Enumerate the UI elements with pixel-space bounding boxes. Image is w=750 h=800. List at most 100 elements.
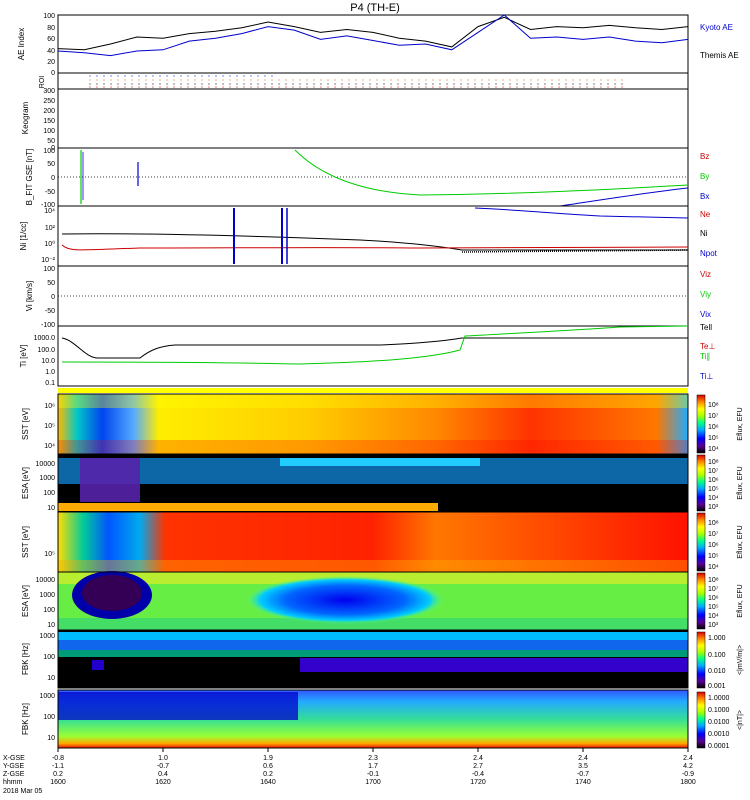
cbar-tick: 10⁵	[708, 486, 719, 493]
ae-legend-kyoto: Kyoto AE	[700, 23, 733, 32]
sst-e-ytick: 10⁴	[44, 443, 55, 450]
sst-i-panel: SST [eV] 10⁵	[21, 511, 689, 573]
esa-i-ytick: 100	[43, 607, 55, 614]
x-tick-label: 1.7	[368, 763, 378, 770]
cbar-tick: 10⁶	[708, 424, 719, 431]
x-date-label: 2018 Mar 05	[3, 788, 42, 795]
fbk-b-ytick: 100	[43, 714, 55, 721]
x-row-label: Z-GSE	[3, 771, 25, 778]
cbar-label: Eflux, EFU	[737, 584, 744, 617]
esa-i-ylabel: ESA [eV]	[21, 585, 30, 617]
x-tick-label: 2.4	[683, 755, 693, 762]
fbk-b-ytick: 1000	[39, 693, 55, 700]
temperature-ytick: 0.1	[45, 380, 55, 387]
temperature-legend-tiperp: Ti⊥	[700, 372, 713, 381]
esa-e-ytick: 10000	[36, 461, 56, 468]
density-legend-npot: Npot	[700, 249, 718, 258]
esa-e-ytick: 10	[47, 505, 55, 512]
keogram-ytick: 300	[43, 88, 55, 95]
x-tick-label: -0.7	[577, 771, 589, 778]
cbar-tick: 0.0100	[708, 719, 730, 726]
cbar-label: <|nT|>	[737, 710, 744, 730]
density-panel: Ni [1/cc] 10⁴ 10² 10⁰ 10⁻² Ne Ni Npot	[19, 205, 718, 267]
cbar-tick: 10⁵	[708, 604, 719, 611]
keogram-ytick: 200	[43, 108, 55, 115]
x-tick-label: 0.2	[263, 771, 273, 778]
ae-ytick: 20	[47, 59, 55, 66]
x-tick-label: -0.4	[472, 771, 484, 778]
x-tick-label: 2.4	[473, 755, 483, 762]
density-ytick: 10⁻²	[41, 257, 55, 264]
bfit-legend-bz: Bz	[700, 152, 709, 161]
keogram-ytick: 100	[43, 128, 55, 135]
esa-i-ytick: 10	[47, 622, 55, 629]
x-tick-label: 1620	[155, 779, 171, 786]
cbar-tick: 10⁶	[708, 542, 719, 549]
density-legend-ne: Ne	[700, 210, 711, 219]
cbar-label: <|mV/m|>	[737, 645, 744, 675]
x-axis: X-GSE Y-GSE Z-GSE hhmm 2018 Mar 05 -0.8-…	[3, 748, 696, 795]
keogram-ylabel: Keogram	[21, 101, 30, 134]
velocity-ylabel: Vi [km/s]	[25, 281, 34, 312]
cbar-tick: 10⁴	[708, 495, 719, 502]
temperature-ytick: 1.0	[45, 369, 55, 376]
ae-ytick: 60	[47, 36, 55, 43]
velocity-legend-viy: Viy	[700, 290, 711, 299]
x-tick-label: 2.7	[473, 763, 483, 770]
cbar-tick: 10⁷	[708, 586, 719, 593]
ae-ylabel: AE Index	[17, 28, 26, 60]
velocity-ytick: -50	[45, 308, 55, 315]
velocity-legend-viz: Viz	[700, 270, 711, 279]
density-ytick: 10²	[45, 225, 56, 232]
density-ylabel: Ni [1/cc]	[19, 222, 28, 251]
x-tick-label: -0.9	[682, 771, 694, 778]
cbar-tick: 1.0000	[708, 695, 730, 702]
x-row-label: X-GSE	[3, 755, 25, 762]
x-tick-label: -0.7	[157, 763, 169, 770]
x-tick-label: 0.6	[263, 763, 273, 770]
cbar-tick: 0.001	[708, 683, 726, 690]
bfit-legend-bx: Bx	[700, 192, 709, 201]
x-tick-label: 1640	[260, 779, 276, 786]
cbar-tick: 0.0001	[708, 743, 730, 750]
x-tick-label: 2.3	[368, 755, 378, 762]
cbar-tick: 10⁸	[708, 577, 719, 584]
cbar-label: Eflux, EFU	[737, 407, 744, 440]
x-tick-label: -1.1	[52, 763, 64, 770]
velocity-ytick: 50	[47, 280, 55, 287]
cbar-tick: 10⁴	[708, 446, 719, 453]
esa-e-panel: ESA [eV] 10000 1000 100 10	[21, 453, 689, 513]
sst-i-ylabel: SST [eV]	[21, 526, 30, 558]
velocity-ytick: 100	[43, 266, 55, 273]
temperature-legend-tell: Tell	[700, 323, 712, 332]
x-row-label: Y-GSE	[3, 763, 24, 770]
esa-e-ytick: 100	[43, 490, 55, 497]
fbk-b-panel: FBK [Hz] 1000 100 10	[21, 689, 689, 749]
temperature-ytick: 10.0	[41, 358, 55, 365]
x-tick-label: 0.2	[53, 771, 63, 778]
cbar-label: Eflux, EFU	[737, 525, 744, 558]
ae-series-line	[57, 14, 689, 57]
cbar-tick: 10⁴	[708, 613, 719, 620]
ae-ytick: 0	[51, 70, 55, 77]
colorbars: 10⁸ 10⁷ 10⁶ 10⁵ 10⁴ Eflux, EFU 10⁸ 10⁷ 1…	[696, 394, 744, 750]
bfit-ytick: -100	[41, 202, 55, 209]
velocity-legend-vix: Vix	[700, 310, 711, 319]
fbk-e-panel: FBK [Hz] 1000 100 10	[21, 629, 689, 689]
esa-i-ytick: 10000	[36, 577, 56, 584]
temperature-panel: Ti [eV] 1000.0 100.0 10.0 1.0 0.1 Tell T…	[19, 323, 715, 387]
cbar-tick: 0.100	[708, 652, 726, 659]
cbar-tick: 10⁸	[708, 402, 719, 409]
cbar-tick: 10⁸	[708, 459, 719, 466]
bfit-ytick: 0	[51, 175, 55, 182]
sst-i-ytick: 10⁵	[44, 551, 55, 558]
x-tick-label: -0.1	[367, 771, 379, 778]
plot-title: P4 (TH-E)	[350, 2, 400, 14]
x-tick-label: 1700	[365, 779, 381, 786]
keogram-ytick: 150	[43, 118, 55, 125]
cbar-tick: 10⁷	[708, 468, 719, 475]
temperature-ylabel: Ti [eV]	[19, 345, 28, 368]
cbar-tick: 10⁶	[708, 477, 719, 484]
bfit-legend-by: By	[700, 172, 709, 181]
